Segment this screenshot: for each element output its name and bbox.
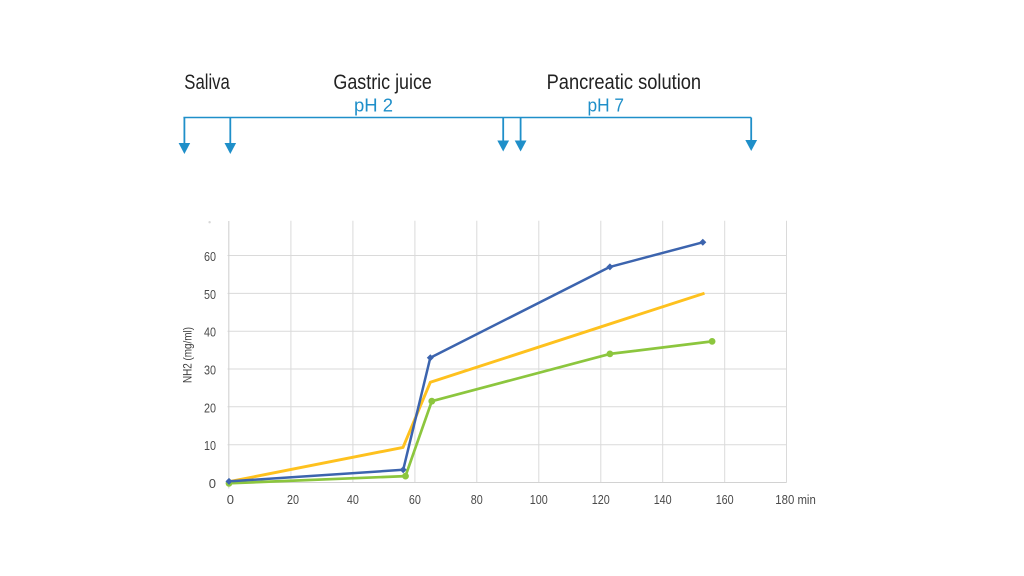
svg-text:160: 160 <box>716 492 734 507</box>
svg-text:80: 80 <box>471 492 483 507</box>
svg-text:20: 20 <box>287 492 299 507</box>
svg-text:0: 0 <box>227 492 234 507</box>
svg-text:50: 50 <box>204 287 216 302</box>
svg-text:pH 2: pH 2 <box>354 95 393 116</box>
svg-text:NH2 (mg/ml): NH2 (mg/ml) <box>181 327 195 383</box>
svg-text:60: 60 <box>409 492 421 507</box>
svg-text:40: 40 <box>204 325 216 340</box>
svg-text:140: 140 <box>654 492 672 507</box>
svg-text:60: 60 <box>204 249 216 264</box>
svg-text:20: 20 <box>204 400 216 415</box>
svg-text:120: 120 <box>592 492 610 507</box>
svg-text:30: 30 <box>204 363 216 378</box>
svg-text:Saliva: Saliva <box>184 71 230 94</box>
svg-text:Pancreatic solution: Pancreatic solution <box>547 71 702 94</box>
svg-text:Gastric juice: Gastric juice <box>333 71 432 94</box>
svg-text:180 min: 180 min <box>775 492 816 507</box>
svg-text:pH 7: pH 7 <box>588 95 625 116</box>
svg-text:10: 10 <box>204 438 216 453</box>
svg-text:100: 100 <box>530 492 548 507</box>
svg-text:40: 40 <box>347 492 359 507</box>
svg-text:0: 0 <box>209 476 216 491</box>
